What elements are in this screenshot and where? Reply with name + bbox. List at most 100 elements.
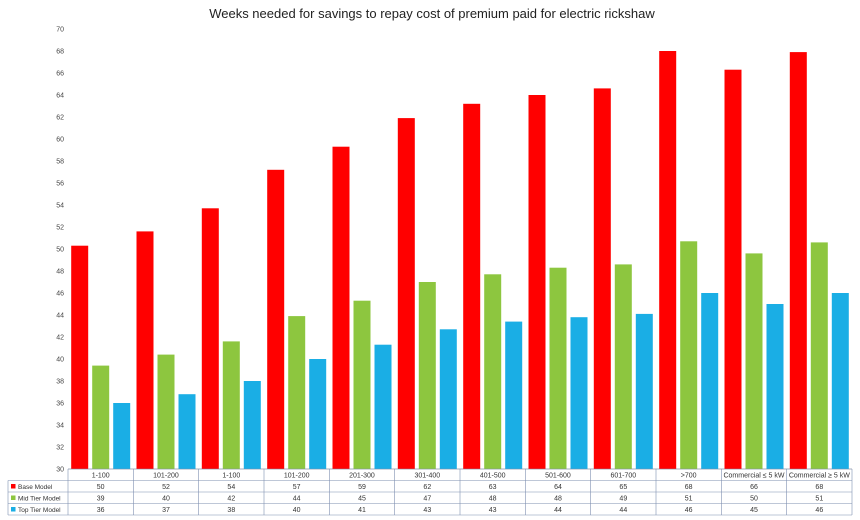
y-tick-label: 36 xyxy=(56,401,64,408)
y-tick-label: 66 xyxy=(56,71,64,78)
category-label: 401-500 xyxy=(480,473,506,480)
data-label: 40 xyxy=(162,496,170,503)
bar-base-model xyxy=(463,103,481,470)
bar-top-tier-model xyxy=(178,394,196,469)
data-label: 50 xyxy=(750,496,758,503)
data-label: 51 xyxy=(815,496,823,503)
data-label: 40 xyxy=(293,507,301,514)
bar-top-tier-model xyxy=(831,293,849,469)
bar-base-model xyxy=(593,88,611,470)
data-label: 36 xyxy=(97,507,105,514)
bar-top-tier-model xyxy=(766,304,784,469)
data-label: 59 xyxy=(358,484,366,491)
category-label: Commercial ≤ 5 kW xyxy=(723,473,784,480)
bar-base-model xyxy=(332,146,350,469)
data-label: 65 xyxy=(619,484,627,491)
bar-base-model xyxy=(724,69,742,469)
y-tick-label: 70 xyxy=(56,27,64,34)
data-label: 51 xyxy=(685,496,693,503)
bar-top-tier-model xyxy=(374,344,392,469)
data-label: 44 xyxy=(554,507,562,514)
y-tick-label: 52 xyxy=(56,225,64,232)
y-tick-label: 54 xyxy=(56,203,64,210)
y-tick-label: 40 xyxy=(56,357,64,364)
data-label: 43 xyxy=(423,507,431,514)
y-tick-label: 38 xyxy=(56,379,64,386)
data-label: 47 xyxy=(423,496,431,503)
data-label: 42 xyxy=(227,496,235,503)
legend-key-mid-tier-model xyxy=(11,495,16,500)
data-label: 39 xyxy=(97,496,105,503)
data-label: 46 xyxy=(685,507,693,514)
bar-base-model xyxy=(267,169,285,470)
y-tick-label: 46 xyxy=(56,291,64,298)
legend-key-base-model xyxy=(11,484,16,489)
bars xyxy=(71,51,849,470)
bar-base-model xyxy=(528,95,546,469)
bar-mid-tier-model xyxy=(92,365,110,469)
bar-base-model xyxy=(201,208,219,470)
bar-top-tier-model xyxy=(309,359,327,469)
data-label: 63 xyxy=(489,484,497,491)
data-label: 43 xyxy=(489,507,497,514)
data-label: 45 xyxy=(358,496,366,503)
data-label: 48 xyxy=(554,496,562,503)
data-label: 49 xyxy=(619,496,627,503)
data-label: 52 xyxy=(162,484,170,491)
category-label: 101-200 xyxy=(153,473,179,480)
data-label: 44 xyxy=(293,496,301,503)
y-tick-label: 30 xyxy=(56,467,64,474)
bar-top-tier-model xyxy=(113,403,131,469)
bar-mid-tier-model xyxy=(418,282,436,469)
category-label: 601-700 xyxy=(610,473,636,480)
bar-mid-tier-model xyxy=(484,274,502,469)
legend-label: Base Model xyxy=(18,484,53,491)
data-label: 68 xyxy=(815,484,823,491)
category-label: 201-300 xyxy=(349,473,375,480)
y-tick-label: 48 xyxy=(56,269,64,276)
y-tick-label: 64 xyxy=(56,93,64,100)
data-label: 62 xyxy=(423,484,431,491)
category-label: 501-600 xyxy=(545,473,571,480)
y-tick-label: 62 xyxy=(56,115,64,122)
bar-mid-tier-model xyxy=(614,264,632,469)
bar-base-model xyxy=(789,52,807,469)
data-label: 64 xyxy=(554,484,562,491)
bar-mid-tier-model xyxy=(810,242,828,469)
data-label: 66 xyxy=(750,484,758,491)
y-tick-label: 56 xyxy=(56,181,64,188)
bar-mid-tier-model xyxy=(157,354,175,469)
legend-label: Top Tier Model xyxy=(18,507,61,514)
bar-top-tier-model xyxy=(243,381,261,469)
data-label: 37 xyxy=(162,507,170,514)
y-tick-label: 32 xyxy=(56,445,64,452)
bar-base-model xyxy=(397,118,415,469)
data-label: 45 xyxy=(750,507,758,514)
data-label: 54 xyxy=(227,484,235,491)
category-label: Commercial ≥ 5 kW xyxy=(789,473,850,480)
bar-base-model xyxy=(71,245,89,469)
y-tick-label: 34 xyxy=(56,423,64,430)
y-tick-label: 58 xyxy=(56,159,64,166)
bar-mid-tier-model xyxy=(549,267,567,469)
category-label: >700 xyxy=(681,473,697,480)
data-label: 46 xyxy=(815,507,823,514)
data-label: 48 xyxy=(489,496,497,503)
category-label: 101-200 xyxy=(284,473,310,480)
bar-base-model xyxy=(659,51,677,469)
bar-top-tier-model xyxy=(439,329,457,469)
bar-top-tier-model xyxy=(701,293,719,469)
bar-mid-tier-model xyxy=(222,341,240,469)
data-table: 1-100 101-200 1-100 101-200 201-300 301-400 40… xyxy=(7,468,853,516)
data-label: 44 xyxy=(619,507,627,514)
y-tick-label: 42 xyxy=(56,335,64,342)
bar-top-tier-model xyxy=(570,317,588,469)
bar-mid-tier-model xyxy=(745,253,763,469)
category-label: 1-100 xyxy=(92,473,110,480)
y-tick-label: 60 xyxy=(56,137,64,144)
data-label: 38 xyxy=(227,507,235,514)
bar-top-tier-model xyxy=(505,321,523,469)
data-label: 41 xyxy=(358,507,366,514)
legend-label: Mid Tier Model xyxy=(18,496,61,503)
